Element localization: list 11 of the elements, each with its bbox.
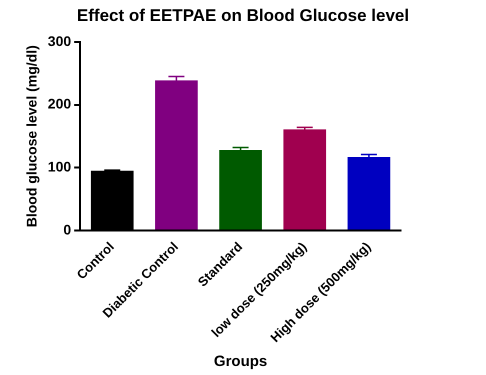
y-tick-label: 200	[48, 96, 72, 112]
y-tick-label: 300	[48, 32, 72, 49]
y-tick-label: 100	[48, 158, 72, 174]
bar	[219, 150, 262, 230]
y-tick-label: 0	[63, 221, 72, 238]
bar	[348, 156, 390, 230]
x-axis-title: Groups	[214, 353, 268, 370]
bar	[283, 129, 326, 230]
chart-title: Effect of EETPAE on Blood Glucose level	[76, 6, 410, 26]
y-axis-title: Blood glucose level (mg/dl)	[23, 45, 40, 228]
bar	[155, 80, 198, 230]
